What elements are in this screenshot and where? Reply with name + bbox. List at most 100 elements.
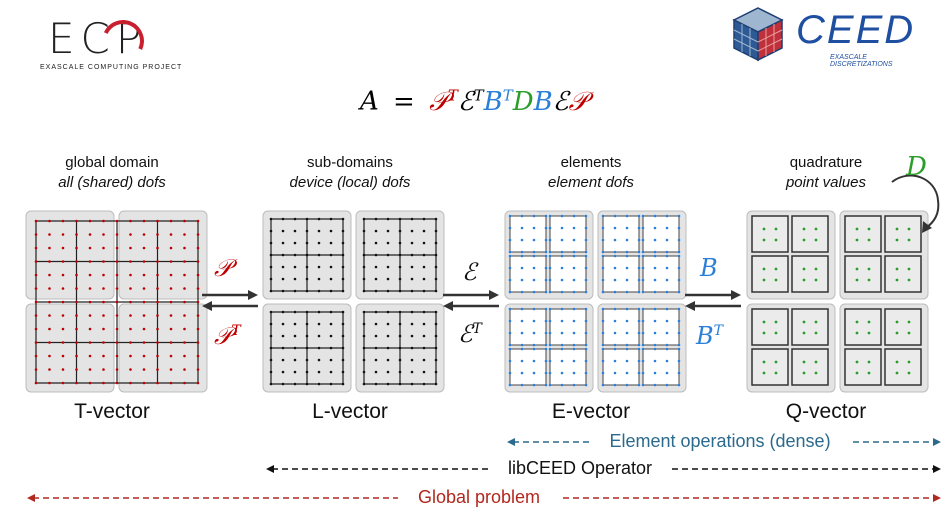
dof-point xyxy=(317,241,321,245)
dof-point xyxy=(293,277,297,281)
dof-point xyxy=(625,347,629,351)
dof-point xyxy=(641,290,645,294)
p-arrow-forward-head xyxy=(248,290,258,300)
dof-point xyxy=(129,381,132,385)
element-ops-span-label: Element operations (dense) xyxy=(590,431,850,453)
dof-point xyxy=(329,265,333,269)
dof-point xyxy=(572,290,576,294)
dof-point xyxy=(665,254,669,258)
quadrature-point xyxy=(814,360,818,364)
dof-point xyxy=(560,214,564,218)
dof-point xyxy=(637,250,641,254)
dof-point xyxy=(677,278,681,282)
stage-label: T-vector xyxy=(74,400,150,423)
dof-point xyxy=(625,319,629,323)
dof-point xyxy=(293,382,297,386)
dof-point xyxy=(293,241,297,245)
dof-point xyxy=(677,343,681,347)
dof-point xyxy=(386,217,390,221)
dof-point xyxy=(677,214,681,218)
stage-subheading: element dofs xyxy=(548,174,634,191)
dof-point xyxy=(601,214,605,218)
dof-point xyxy=(374,217,378,221)
dof-point xyxy=(169,354,173,358)
dof-point xyxy=(329,277,333,281)
global-span-right-head xyxy=(933,494,941,502)
dof-point xyxy=(362,241,366,245)
d-curved-arrow-head xyxy=(922,221,932,233)
dof-point xyxy=(48,273,51,277)
dof-point xyxy=(75,287,78,290)
quadrature-point xyxy=(774,371,778,375)
quadrature-point xyxy=(867,331,871,335)
dof-point xyxy=(508,238,512,242)
dof-point xyxy=(422,322,426,326)
dof-point xyxy=(129,341,132,344)
dof-point xyxy=(48,314,51,317)
quadrature-point xyxy=(814,331,818,335)
element-box xyxy=(509,348,547,386)
ceed-cube-icon xyxy=(730,6,786,62)
dof-point xyxy=(362,322,366,326)
dof-point xyxy=(572,307,576,311)
dof-point xyxy=(548,343,552,347)
dof-point xyxy=(601,278,605,282)
equation-term-sup: T xyxy=(473,86,484,104)
dof-point xyxy=(584,347,588,351)
dof-point xyxy=(102,233,105,236)
dof-point xyxy=(183,368,186,371)
dof-point xyxy=(386,253,390,257)
equation-term: 𝒫 xyxy=(429,86,448,117)
dof-point xyxy=(677,371,681,375)
dof-point xyxy=(386,382,390,386)
dof-point xyxy=(341,370,345,374)
dof-point xyxy=(88,381,92,385)
element-box xyxy=(844,255,882,293)
dof-point xyxy=(34,260,38,263)
dof-point xyxy=(584,278,588,282)
dof-point xyxy=(142,246,146,250)
dof-point xyxy=(196,341,200,344)
element-box xyxy=(549,215,587,253)
dof-point xyxy=(305,241,309,245)
dof-point xyxy=(665,347,669,351)
quadrature-point xyxy=(762,278,766,282)
quadrature-point xyxy=(855,320,859,324)
dof-point xyxy=(520,383,524,387)
dof-point xyxy=(374,322,378,326)
dof-point xyxy=(142,233,146,236)
dof-point xyxy=(293,334,297,338)
dof-point xyxy=(653,214,657,218)
dof-point xyxy=(183,273,186,277)
dof-point xyxy=(129,368,132,371)
operator-equation: A = 𝒫TℰTBTDBℰ𝒫 xyxy=(360,86,660,126)
subdomain-panel xyxy=(25,210,115,300)
dof-point xyxy=(422,265,426,269)
dof-point xyxy=(677,383,681,387)
dof-point xyxy=(508,359,512,363)
dof-point xyxy=(156,233,159,236)
dof-point xyxy=(544,250,548,254)
dof-point xyxy=(544,214,548,218)
dof-point xyxy=(665,343,669,347)
dof-point xyxy=(115,287,119,290)
quadrature-point xyxy=(907,371,911,375)
dof-point xyxy=(183,381,186,385)
dof-point xyxy=(281,217,285,221)
dof-point xyxy=(183,341,186,344)
dof-point xyxy=(362,370,366,374)
dof-point xyxy=(341,346,345,350)
dof-point xyxy=(548,278,552,282)
dof-point xyxy=(386,289,390,293)
dof-point xyxy=(374,277,378,281)
dof-point xyxy=(305,310,309,314)
dof-point xyxy=(156,287,159,290)
dof-point xyxy=(584,371,588,375)
dof-point xyxy=(34,368,38,371)
dof-point xyxy=(398,322,402,326)
dof-point xyxy=(572,278,576,282)
dof-point xyxy=(410,241,414,245)
element-box xyxy=(884,348,922,386)
dof-point xyxy=(398,277,402,281)
element-box xyxy=(844,215,882,253)
